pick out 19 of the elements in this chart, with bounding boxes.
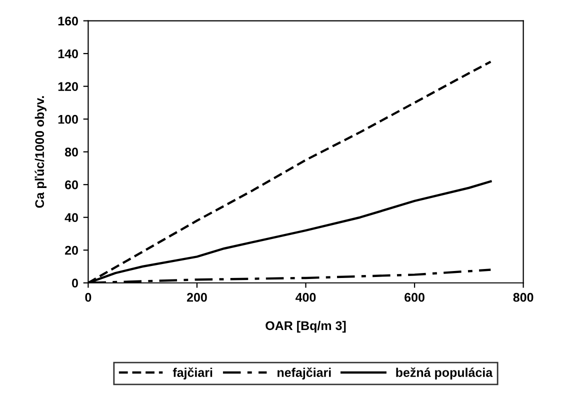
y-tick-label: 140 [58, 49, 78, 58]
legend-label: nefajčiari [278, 368, 331, 380]
legend-label: bežná populácia [396, 368, 493, 380]
y-tick-label: 80 [64, 148, 78, 156]
legend-label: fajčiari [172, 368, 212, 380]
y-tick-label: 0 [72, 278, 78, 288]
y-tick-label: 160 [58, 16, 78, 26]
x-tick-label: 200 [186, 292, 207, 302]
x-tick-label: 800 [513, 292, 534, 302]
y-tick-label: 20 [65, 246, 78, 255]
y-tick-label: 60 [65, 180, 78, 190]
x-axis-title: OAR [Bq/m 3] [266, 320, 346, 333]
y-axis-title: Ca pľúc/1000 obyv. [34, 96, 47, 208]
y-tick-label: 120 [58, 82, 78, 91]
x-tick-label: 600 [404, 292, 424, 302]
y-tick-label: 100 [58, 114, 78, 124]
x-tick-label: 0 [85, 292, 92, 302]
y-tick-label: 40 [64, 213, 78, 222]
x-tick-label: 400 [296, 292, 316, 302]
